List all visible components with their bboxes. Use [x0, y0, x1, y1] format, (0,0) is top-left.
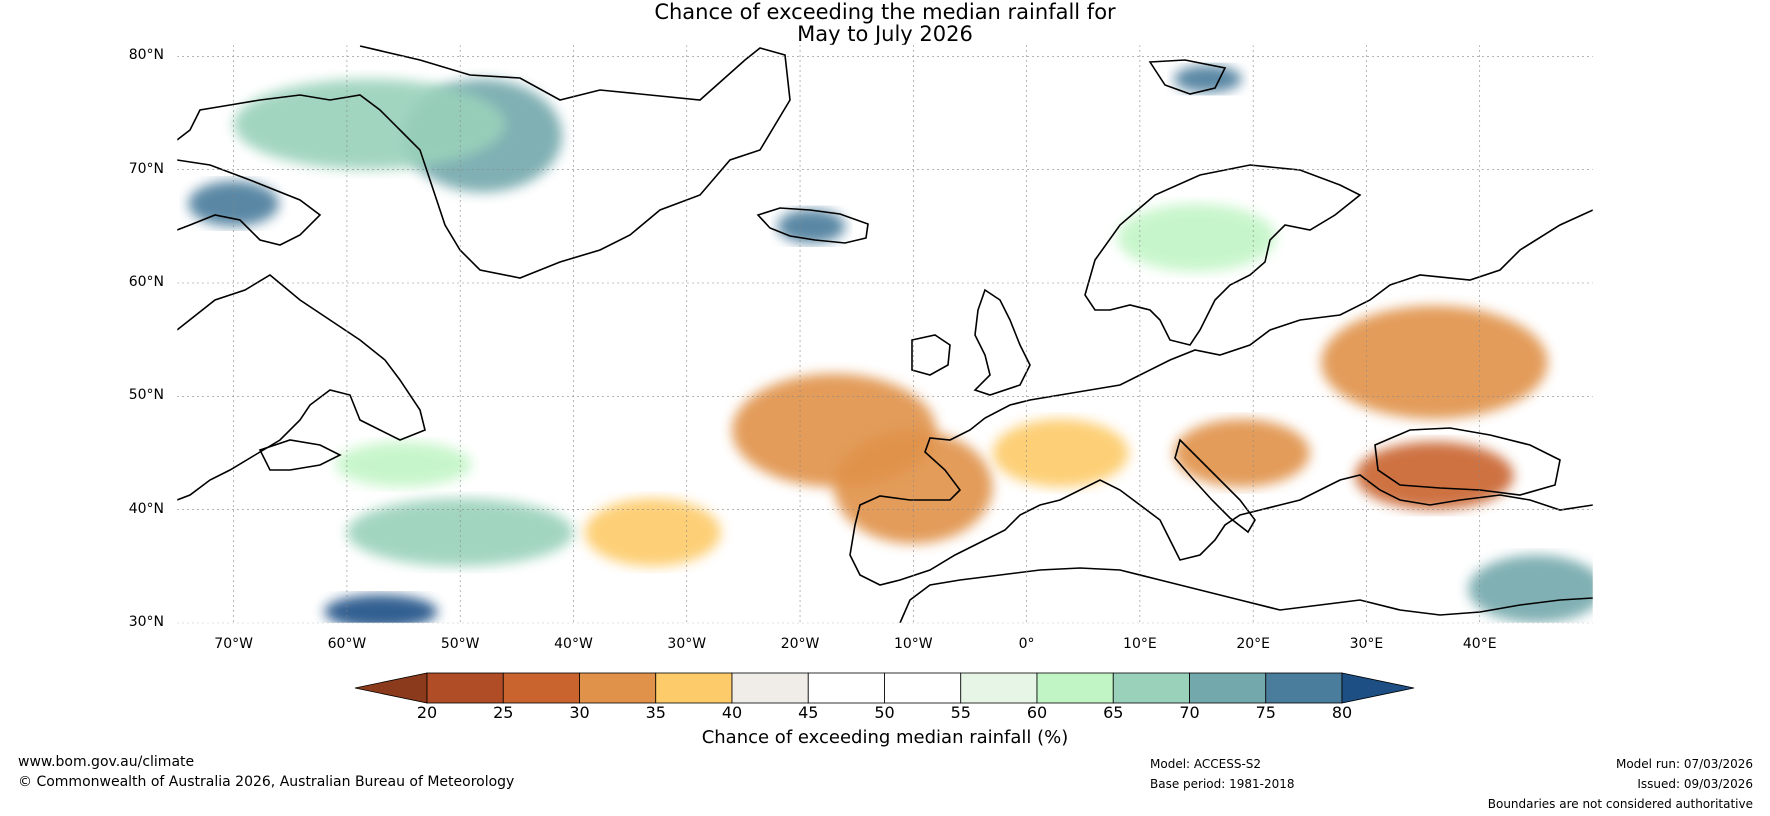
footer-website: www.bom.gov.au/climate [18, 754, 195, 770]
footer-model-run: Model run: 07/03/2026 [1615, 757, 1753, 771]
footer-base-period: Base period: 1981-2018 [1150, 777, 1295, 791]
colorbar-segment [731, 672, 809, 704]
colorbar-segment [884, 672, 962, 704]
lon-tick-label: 40°W [554, 636, 593, 652]
colorbar-tick-label: 40 [721, 703, 743, 722]
scandinavia-coast [1084, 164, 1362, 346]
colorbar-label: Chance of exceeding median rainfall (%) [701, 727, 1069, 748]
colorbar-tick-label: 70 [1179, 703, 1200, 722]
lat-tick-label: 80°N [128, 47, 164, 64]
colorbar-segment [579, 672, 657, 704]
region-scandinavia-wet [1117, 203, 1276, 272]
lat-tick-label: 50°N [128, 387, 164, 404]
footer-disclaimer: Boundaries are not considered authoritat… [1487, 797, 1753, 811]
colorbar-segment [1265, 672, 1343, 704]
lon-tick-label: 50°W [440, 636, 480, 652]
colorbar-segment [960, 672, 1038, 704]
region-atlantic-wet [346, 498, 574, 567]
region-north-atlantic-dry [732, 373, 936, 488]
region-canadian-arctic-wet [188, 181, 279, 227]
north-africa-coast [899, 567, 1593, 623]
lon-tick-label: 20°E [1236, 636, 1270, 652]
colorbar-segment [426, 672, 504, 704]
footer-copyright: © Commonwealth of Australia 2026, Austra… [18, 774, 515, 790]
colorbar-segment [655, 672, 733, 704]
colorbar-tick-label: 50 [874, 703, 895, 722]
lat-tick-label: 70°N [128, 160, 164, 177]
region-balkans-dry [1173, 419, 1310, 487]
colorbar-segment [807, 672, 885, 704]
coastlines [177, 45, 1593, 623]
lon-tick-label: 30°W [667, 636, 707, 652]
lat-tick-label: 40°N [128, 500, 164, 517]
greenland-coast [177, 45, 791, 279]
region-iceland-wet [777, 209, 846, 244]
region-svalbard-wet [1173, 65, 1242, 93]
colorbar-segment [1112, 672, 1190, 704]
colorbar-extend-high [1341, 672, 1415, 704]
lat-tick-label: 30°N [128, 614, 164, 630]
great-britain-coast [973, 288, 1031, 396]
region-black-sea-dry [1355, 441, 1514, 510]
colorbar-tick-label: 35 [645, 703, 666, 722]
colorbar-tick-label: 30 [569, 703, 590, 722]
colorbar-tick-label: 45 [798, 703, 819, 722]
region-baffin-bay-wet [233, 79, 506, 170]
colorbar-tick-label: 75 [1255, 703, 1276, 722]
colorbar-segment [1189, 672, 1267, 704]
lon-tick-label: 10°W [893, 636, 933, 652]
colorbar-tick-label: 25 [493, 703, 514, 722]
lon-tick-label: 40°E [1462, 636, 1497, 652]
colorbar-extend-low [354, 672, 428, 704]
map-title-line2: May to July 2026 [797, 22, 973, 46]
region-egypt-wet [1468, 555, 1593, 623]
lon-tick-label: 10°E [1123, 636, 1157, 652]
region-labrador-sea-wet [335, 441, 472, 488]
svalbard-coast [1148, 59, 1227, 95]
colorbar-segment [1036, 672, 1114, 704]
colorbar-tick-label: 80 [1331, 703, 1353, 722]
footer-model: Model: ACCESS-S2 [1150, 757, 1262, 771]
europe-coast [849, 209, 1593, 586]
footer-issued: Issued: 09/03/2026 [1637, 777, 1753, 791]
black-sea-coast [1374, 427, 1561, 496]
labrador-coast [177, 274, 426, 501]
ireland-coast [911, 334, 951, 376]
colorbar-tick-label: 55 [950, 703, 971, 722]
lon-tick-label: 60°W [327, 636, 367, 652]
map-title-line1: Chance of exceeding the median rainfall … [654, 0, 1116, 24]
nova-scotia-coast [258, 439, 342, 471]
iceland-coast [756, 207, 869, 244]
baffin-coast [177, 159, 322, 246]
lon-tick-label: 70°W [214, 636, 253, 652]
colorbar-tick-label: 20 [416, 703, 438, 722]
region-russia-dry [1321, 305, 1548, 420]
lon-tick-label: 20°W [780, 636, 820, 652]
colorbar-segment [502, 672, 580, 704]
lat-tick-label: 60°N [128, 274, 164, 290]
lon-tick-label: 30°E [1349, 636, 1384, 652]
colorbar-tick-label: 60 [1026, 703, 1048, 722]
lon-tick-label: 0° [1018, 636, 1035, 652]
region-sargasso-wet [324, 594, 438, 623]
italy-coast [1174, 438, 1256, 534]
colorbar-tick-label: 65 [1103, 703, 1124, 722]
